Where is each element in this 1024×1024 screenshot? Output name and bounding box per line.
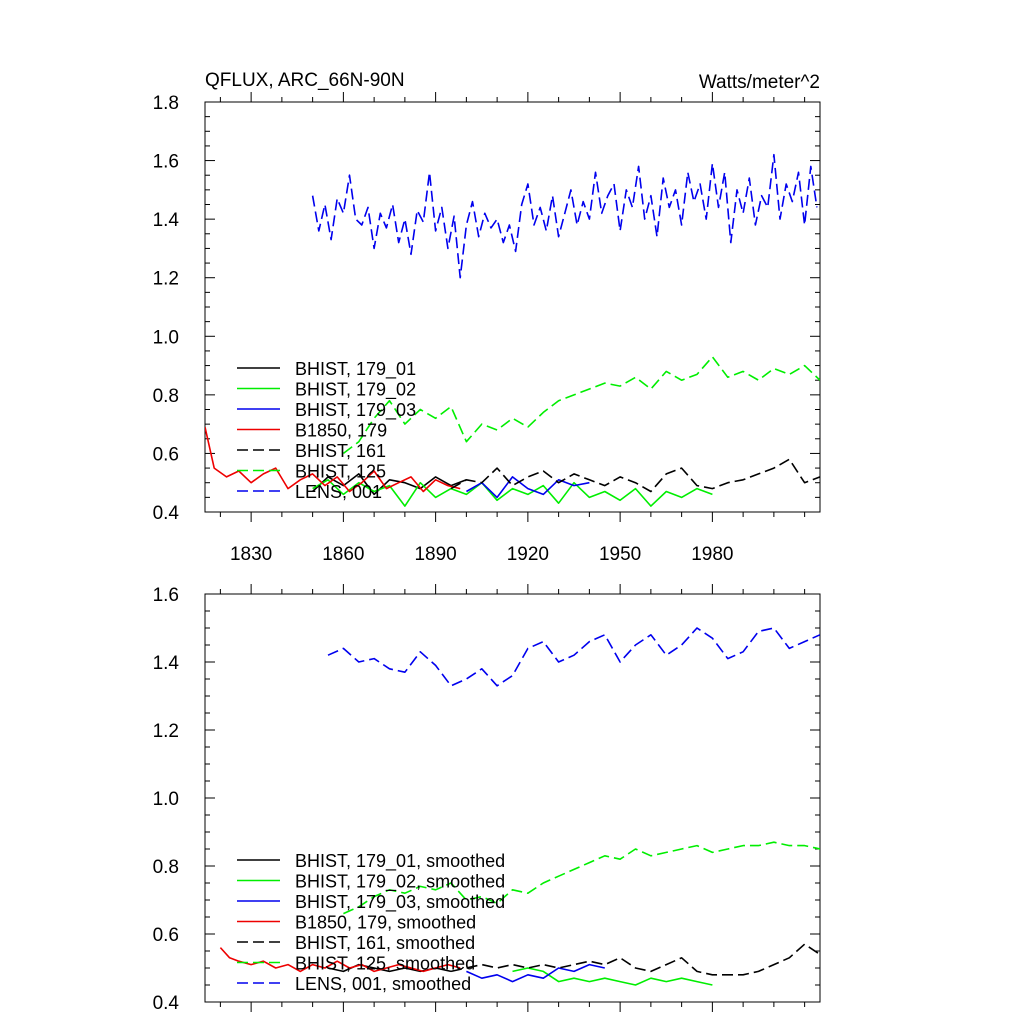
- series-line: [343, 841, 820, 915]
- legend-label: BHIST, 125, smoothed: [295, 954, 475, 974]
- y-tick-label: 0.4: [153, 503, 180, 524]
- series-group: [205, 153, 820, 507]
- x-tick-label: 1890: [414, 544, 456, 565]
- y-tick-label: 1.4: [153, 653, 180, 674]
- series-line: [466, 476, 590, 499]
- legend-label: BHIST, 179_03: [295, 400, 416, 421]
- legend-label: B1850, 179, smoothed: [295, 913, 476, 933]
- series-line: [312, 478, 713, 507]
- y-tick-label: 1.8: [153, 93, 179, 114]
- y-tick-label: 1.6: [153, 585, 179, 606]
- legend-label: BHIST, 179_01: [295, 359, 416, 380]
- series-line: [466, 963, 605, 983]
- y-tick-label: 1.6: [153, 152, 179, 173]
- y-tick-label: 1.0: [153, 789, 179, 810]
- series-line: [311, 153, 818, 279]
- y-tick-label: 1.0: [153, 327, 179, 348]
- series-line: [342, 355, 820, 455]
- series-line: [219, 947, 461, 973]
- series-line: [512, 967, 713, 986]
- series-line: [312, 473, 467, 496]
- series-line: [205, 426, 461, 493]
- legend-label: LENS, 001: [295, 482, 382, 502]
- series-line: [327, 627, 820, 687]
- x-tick-label: 1830: [230, 544, 272, 565]
- bottom-panel: 0.4 0.6 0.8 1.0 1.2 1.4 1.6 BHIST, 179_01, smoo…: [153, 584, 821, 1014]
- legend-label: BHIST, 125: [295, 462, 386, 482]
- chart-title: QFLUX, ARC_66N-90N: [205, 70, 405, 91]
- y-tick-label: 0.4: [153, 993, 180, 1014]
- x-tick-label: 1980: [691, 544, 733, 565]
- chart-units: Watts/meter^2: [699, 72, 820, 93]
- legend-label: BHIST, 179_02: [295, 380, 416, 401]
- series-line: [450, 943, 820, 976]
- x-tick-label: 1920: [507, 544, 549, 565]
- top-panel: QFLUX, ARC_66N-90N Watts/meter^2 0.4 0.6 0…: [153, 70, 821, 565]
- y-tick-label: 0.6: [153, 444, 179, 465]
- legend-label: BHIST, 161, smoothed: [295, 933, 475, 953]
- y-tick-label: 1.4: [153, 210, 180, 231]
- y-tick-label: 0.8: [153, 386, 179, 407]
- x-tick-label: 1950: [599, 544, 641, 565]
- y-tick-label: 0.8: [153, 857, 179, 878]
- y-tick-label: 1.2: [153, 269, 179, 290]
- y-tick-label: 0.6: [153, 925, 179, 946]
- legend-label: BHIST, 179_02, smoothed: [295, 872, 505, 893]
- legend-label: LENS, 001, smoothed: [295, 974, 471, 994]
- legend-label: BHIST, 161: [295, 441, 386, 461]
- legend-label: BHIST, 179_03, smoothed: [295, 892, 505, 913]
- series-line: [450, 458, 820, 493]
- x-tick-label: 1860: [322, 544, 364, 565]
- series-group: [219, 627, 820, 986]
- legend-label: B1850, 179: [295, 421, 387, 441]
- y-tick-label: 1.2: [153, 721, 179, 742]
- legend-label: BHIST, 179_01, smoothed: [295, 851, 505, 872]
